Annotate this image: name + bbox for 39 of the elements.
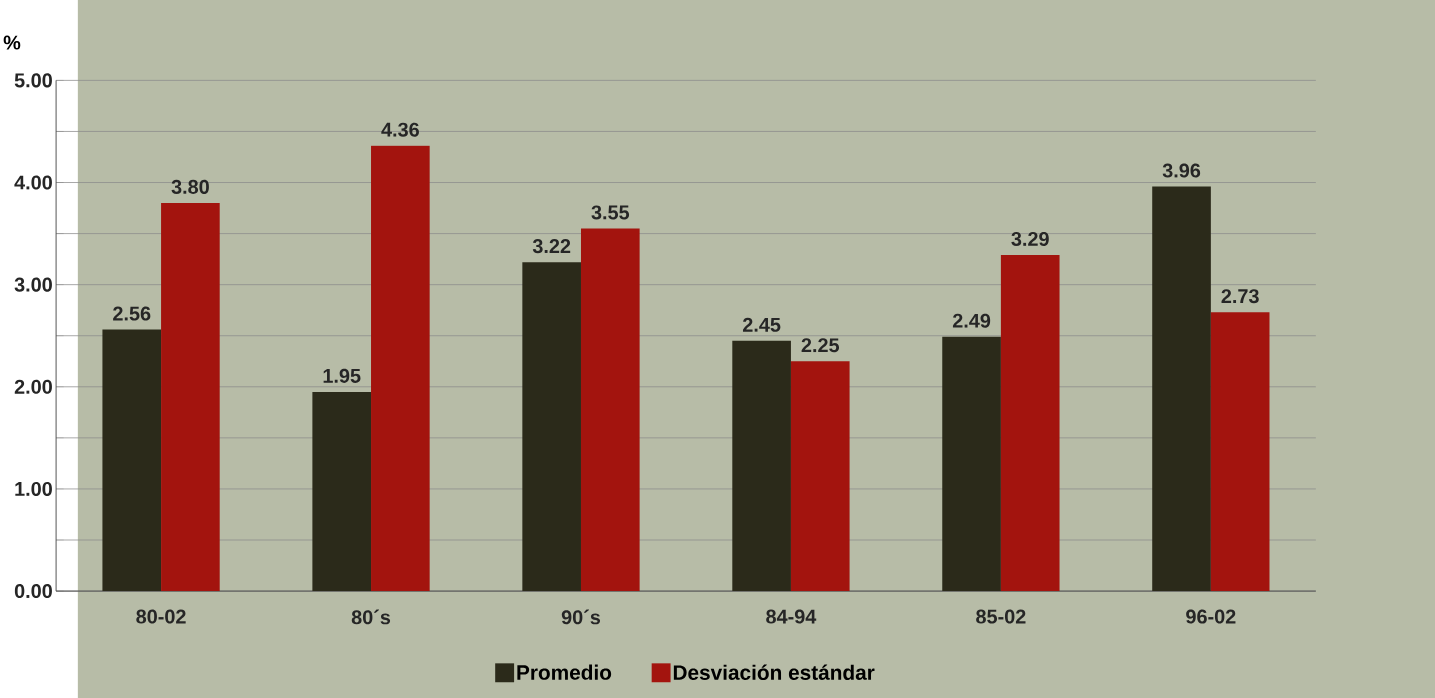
- bar: [790, 361, 850, 592]
- y-tick-label: 3.00: [14, 277, 52, 292]
- data-label: 2.25: [801, 338, 840, 353]
- bar: [371, 145, 430, 592]
- bar: [1152, 186, 1211, 592]
- y-tick-label: 1.00: [15, 481, 52, 496]
- data-label: 2.73: [1221, 289, 1259, 304]
- y-tick-label: 5.00: [14, 73, 52, 88]
- data-label: 2.49: [952, 313, 991, 328]
- data-label: 2.56: [113, 306, 151, 321]
- x-tick-label: 80´s: [351, 609, 391, 625]
- bar: [1210, 312, 1270, 592]
- x-tick-label: 85-02: [976, 609, 1026, 624]
- data-label: 3.22: [532, 239, 571, 254]
- x-tick-label: 90´s: [561, 609, 601, 625]
- data-label: 3.80: [171, 179, 209, 194]
- bar: [732, 340, 791, 592]
- y-tick-label: 4.00: [14, 175, 52, 190]
- x-tick-label: 84-94: [766, 609, 817, 624]
- legend-label: Desviación estándar: [673, 664, 875, 680]
- bar: [580, 228, 640, 592]
- bar: [312, 391, 372, 592]
- x-tick-label: 96-02: [1186, 609, 1236, 624]
- data-label: 3.55: [591, 205, 630, 220]
- bar: [522, 262, 581, 592]
- bar: [942, 336, 1001, 592]
- legend-label: Promedio: [517, 664, 612, 680]
- y-axis-title: %: [3, 35, 21, 50]
- data-label: 2.45: [742, 317, 781, 332]
- bar: [161, 202, 220, 592]
- data-label: 1.95: [323, 368, 361, 383]
- data-label: 3.96: [1162, 163, 1201, 178]
- y-tick-label: 0.00: [14, 584, 52, 599]
- x-tick-label: 80-02: [136, 609, 186, 624]
- bar: [1000, 255, 1060, 592]
- data-label: 3.29: [1011, 231, 1049, 247]
- bar: [102, 329, 162, 592]
- y-tick-label: 2.00: [14, 379, 52, 394]
- data-label: 4.36: [381, 122, 419, 137]
